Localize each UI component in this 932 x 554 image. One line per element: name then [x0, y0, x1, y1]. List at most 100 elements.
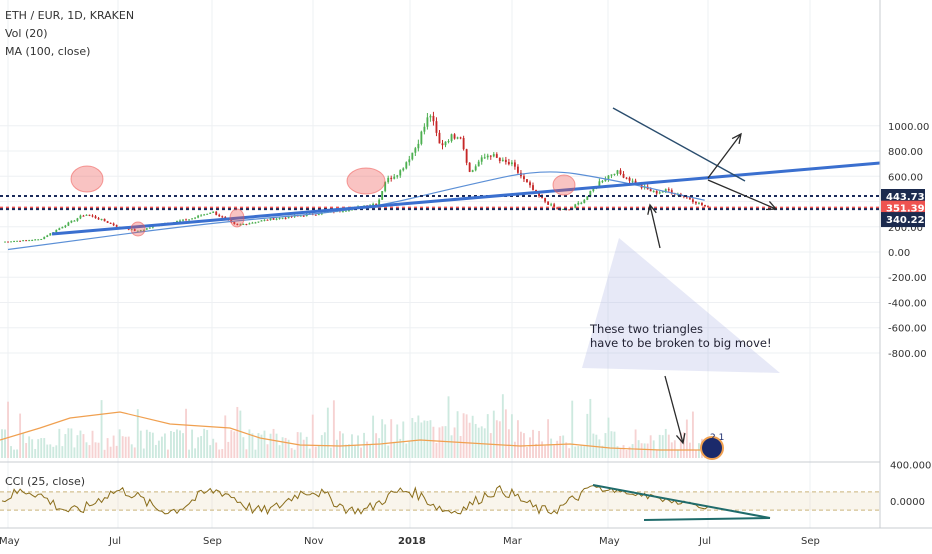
breakout-down-arrow-head: [765, 201, 778, 211]
volume-bar: [435, 443, 438, 458]
ma-100-line: [7, 171, 705, 251]
candle-body: [402, 168, 405, 171]
volume-bar: [28, 436, 31, 458]
candle-body: [622, 173, 625, 178]
cci-pane: [0, 461, 880, 521]
y-tick-label: -600.00: [888, 324, 927, 335]
volume-bar: [625, 449, 628, 458]
volume-bar: [667, 434, 670, 458]
cci-line: [1, 484, 709, 516]
candle-body: [188, 219, 190, 221]
volume-bar: [685, 419, 688, 458]
volume-bar: [194, 448, 197, 458]
volume-bar: [203, 428, 206, 458]
candle-body: [589, 190, 592, 197]
candle-body: [420, 131, 423, 144]
highlight-circle: [229, 208, 245, 228]
candle-body: [429, 115, 432, 118]
volume-bar: [532, 429, 534, 458]
candle-body: [278, 217, 281, 219]
volume-indicator-label[interactable]: Vol (20): [5, 27, 48, 40]
x-tick-label: Sep: [801, 536, 820, 547]
y-tick-label: 0.00: [888, 248, 910, 259]
candle-body: [148, 227, 151, 229]
candle-body: [70, 220, 73, 223]
overlays: 2 1: [0, 107, 881, 460]
volume-bar: [480, 426, 483, 458]
candle-body: [701, 202, 703, 206]
symbol-label[interactable]: ETH / EUR, 1D, KRAKEN: [5, 9, 135, 22]
volume-bar: [308, 448, 311, 458]
candle-body: [239, 224, 242, 226]
candle-body: [22, 240, 25, 242]
volume-bar: [405, 443, 408, 458]
volume-bar: [10, 446, 12, 458]
volume-bar: [613, 431, 616, 458]
volume-bar: [173, 431, 175, 458]
candle-body: [31, 240, 34, 242]
ma-indicator-label[interactable]: MA (100, close): [5, 45, 91, 58]
volume-bar: [290, 448, 293, 458]
volume-bar: [583, 446, 586, 458]
volume-bar: [640, 443, 643, 458]
cci-indicator-label[interactable]: CCI (25, close): [5, 475, 86, 488]
candle-body: [55, 229, 58, 233]
cci-tick-label: 400.0000: [890, 460, 932, 471]
volume-bar: [31, 439, 34, 458]
candle-body: [507, 162, 510, 165]
candle-body: [688, 197, 691, 200]
volume-bar: [329, 447, 332, 458]
candle-body: [341, 211, 344, 213]
candle-body: [462, 137, 465, 150]
candle-body: [598, 181, 601, 187]
volume-bar: [112, 435, 115, 458]
volume-bar: [97, 442, 100, 458]
volume-bar: [272, 428, 275, 458]
volume-bar: [170, 430, 172, 458]
volume-bar: [562, 435, 565, 458]
y-tick-label: -400.00: [888, 298, 927, 309]
candle-body: [694, 201, 697, 204]
candle-body: [426, 117, 429, 127]
volume-bar: [453, 427, 456, 458]
candle-body: [236, 223, 239, 225]
candle-body: [49, 233, 52, 236]
candle-body: [550, 204, 553, 206]
candle-body: [115, 225, 118, 227]
candle-body: [535, 189, 537, 192]
volume-bar: [251, 433, 254, 458]
candle-body: [631, 180, 634, 182]
candle-body: [444, 141, 447, 146]
volume-bar: [501, 394, 504, 458]
volume-bar: [535, 443, 537, 458]
volume-bar: [360, 447, 362, 458]
candle-body: [254, 222, 257, 224]
candle-body: [450, 134, 453, 142]
volume-bar: [411, 417, 414, 458]
volume-bar: [40, 438, 43, 458]
candle-body: [649, 189, 652, 192]
volume-bar: [215, 442, 218, 458]
y-tick-label: -800.00: [888, 349, 927, 360]
volume-bar: [263, 430, 266, 458]
candle-body: [510, 162, 513, 165]
x-tick-label: 2018: [398, 536, 426, 547]
candle-body: [432, 115, 435, 122]
candle-body: [616, 170, 619, 174]
candle-body: [580, 202, 583, 204]
candle-body: [670, 190, 673, 194]
candle-body: [88, 214, 91, 216]
volume-bar: [438, 427, 441, 458]
candle-body: [480, 157, 483, 162]
candle-body: [248, 223, 251, 225]
volume-bar: [91, 430, 94, 458]
candle-body: [417, 143, 420, 149]
x-tick-label: Jul: [108, 536, 121, 547]
candle-body: [139, 230, 142, 232]
x-tick-label: May: [599, 536, 620, 547]
candle-body: [529, 182, 531, 186]
candle-body: [532, 185, 534, 190]
volume-bars: [0, 394, 709, 458]
volume-bar: [574, 446, 577, 458]
